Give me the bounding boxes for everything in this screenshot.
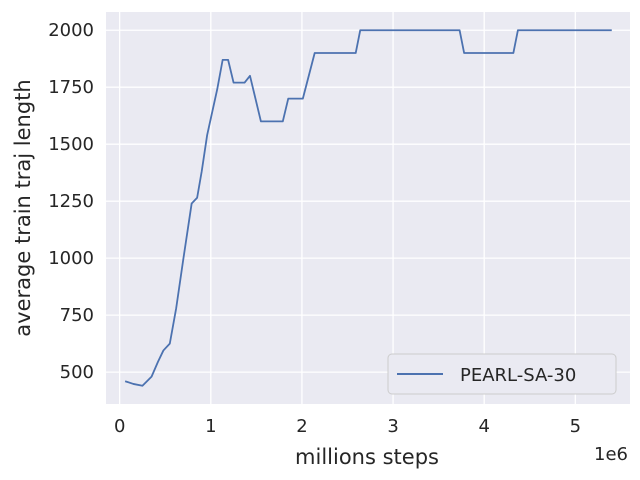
- y-tick-label: 2000: [48, 20, 94, 41]
- x-tick-label: 5: [570, 416, 581, 437]
- y-tick-label: 500: [60, 362, 94, 383]
- y-tick-labels: 500 750 1000 1250 1500 1750 2000: [48, 20, 94, 383]
- plot-area: [106, 12, 630, 404]
- y-tick-label: 750: [60, 305, 94, 326]
- y-tick-label: 1750: [48, 77, 94, 98]
- x-tick-label: 2: [296, 416, 307, 437]
- x-tick-label: 3: [387, 416, 398, 437]
- y-tick-label: 1000: [48, 248, 94, 269]
- legend-label: PEARL-SA-30: [460, 365, 576, 386]
- series-lines: [124, 29, 612, 387]
- legend-box: [387, 353, 617, 395]
- x-tick-labels: 0 1 2 3 4 5: [114, 416, 581, 437]
- x-tick-label: 0: [114, 416, 125, 437]
- x-tick-label: 4: [478, 416, 489, 437]
- x-tick-label: 1: [205, 416, 216, 437]
- x-axis-offset-label: 1e6: [594, 444, 628, 465]
- y-axis-label: average train traj length: [11, 79, 35, 336]
- x-axis-label: millions steps: [295, 445, 439, 469]
- series-line-pearl-sa-30: [124, 29, 612, 387]
- legend: PEARL-SA-30: [387, 353, 617, 395]
- y-tick-label: 1500: [48, 134, 94, 155]
- y-tick-label: 1250: [48, 191, 94, 212]
